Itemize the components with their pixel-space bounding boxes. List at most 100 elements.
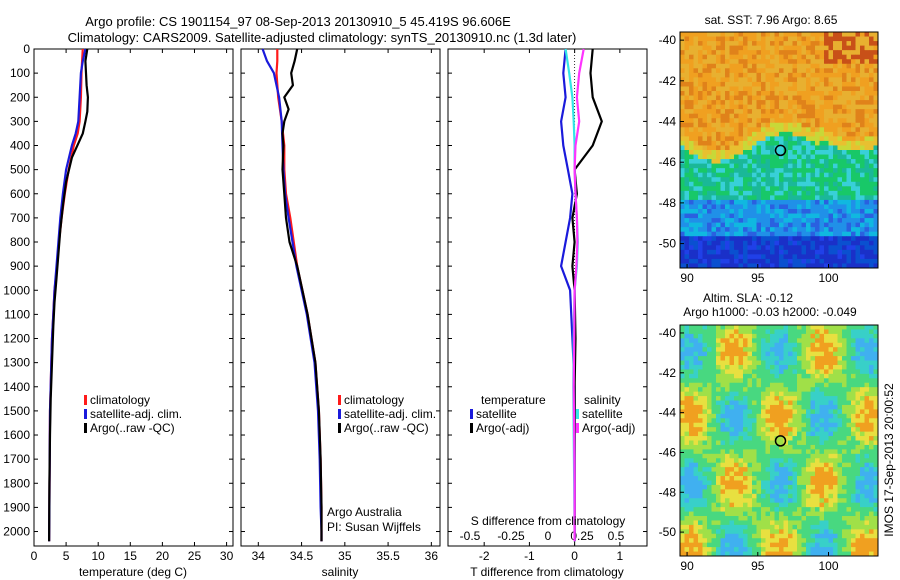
heat-cell [756,36,762,42]
heat-cell [765,458,771,464]
heat-cell [747,484,753,490]
heat-cell [725,168,730,174]
heat-cell [864,236,870,242]
heat-cell [689,186,694,192]
heat-cell [765,516,771,521]
heat-cell [738,91,744,96]
heat-cell [837,342,843,348]
heat-cell [837,387,843,393]
heat-cell [788,458,793,464]
heat-cell [792,458,798,464]
heat-cell [860,213,865,219]
heat-cell [842,159,847,165]
heat-cell [797,32,802,37]
heat-cell [698,444,703,450]
heat-cell [846,59,852,65]
heat-cell [743,77,748,83]
heat-cell [860,333,865,339]
heat-cell [851,440,856,446]
heat-cell [810,391,816,397]
heat-cell [783,77,789,83]
heat-cell [738,467,744,472]
heat-cell [846,54,852,60]
heat-cell [828,263,834,269]
heat-cell [860,195,865,201]
heat-cell [788,77,793,83]
heat-cell [851,236,856,242]
heat-cell [797,333,802,339]
heat-cell [729,476,735,481]
heat-cell [680,245,685,251]
heat-cell [873,516,879,521]
x-tick-label: -2 [479,549,490,563]
heat-cell [801,150,807,155]
heat-cell [761,347,766,353]
heat-cell [770,95,775,101]
heat-cell [734,489,739,495]
heat-cell [752,440,757,446]
heat-cell [756,489,762,495]
heat-cell [855,325,861,330]
heat-cell [837,480,843,486]
heat-cell [707,32,712,37]
heat-cell [801,163,807,169]
heat-cell [707,122,712,128]
heat-cell [801,168,807,174]
heat-cell [873,113,879,119]
heat-cell [846,378,852,384]
heat-cell [810,159,816,165]
heat-cell [788,427,793,433]
heat-cell [689,551,694,557]
heat-cell [842,63,847,69]
heat-cell [734,163,739,169]
heat-cell [765,409,771,415]
heat-cell [846,356,852,361]
heat-cell [707,422,712,428]
heat-cell [846,520,852,526]
heat-cell [779,404,784,410]
heat-cell [770,213,775,219]
heat-cell [698,227,703,233]
heat-cell [783,218,789,224]
heat-cell [684,45,690,51]
heat-cell [738,351,744,357]
x-tick-label: 35.5 [376,549,400,563]
heat-cell [846,351,852,357]
heat-cell [819,476,825,481]
heat-cell [842,86,847,92]
heat-cell [806,547,811,552]
heat-cell [747,204,753,210]
heat-cell [855,529,861,535]
heat-cell [801,458,807,464]
heat-cell [824,122,829,128]
heat-cell [702,86,708,92]
heat-cell [738,378,744,384]
heat-cell [774,369,780,375]
heat-cell [801,360,807,366]
heat-cell [869,427,874,433]
heat-cell [815,54,820,60]
heat-cell [855,59,861,65]
heat-cell [770,72,775,78]
heat-cell [860,136,865,142]
heat-cell [860,227,865,233]
heat-cell [752,516,757,521]
heat-cell [842,427,847,433]
heat-cell [819,422,825,428]
heat-cell [770,444,775,450]
heat-cell [810,81,816,87]
heat-cell [869,50,874,56]
depth-tick-label: 400 [10,139,30,153]
heat-cell [873,498,879,504]
heat-cell [783,489,789,495]
heat-cell [842,333,847,339]
heat-cell [824,95,829,101]
heat-cell [698,431,703,437]
heat-cell [828,360,834,366]
heat-cell [860,113,865,119]
heat-cell [864,72,870,78]
heat-cell [819,54,825,60]
heat-cell [716,409,721,415]
heat-cell [734,409,739,415]
heat-cell [806,533,811,539]
